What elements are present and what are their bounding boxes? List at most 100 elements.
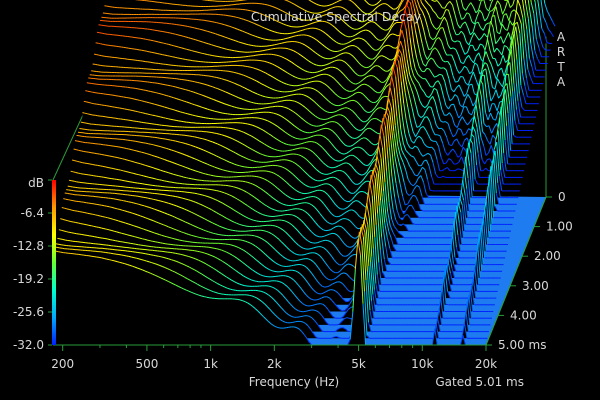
slice-segment	[221, 102, 225, 105]
slice-segment	[231, 81, 235, 84]
slice-segment	[483, 74, 488, 99]
slice-segment	[423, 110, 427, 117]
slice-segment	[398, 49, 403, 55]
slice-segment	[313, 134, 317, 137]
slice-segment	[416, 92, 421, 102]
slice-segment	[534, 50, 538, 59]
slice-segment	[379, 26, 383, 30]
slice-segment	[364, 150, 368, 154]
slice-segment	[320, 14, 324, 17]
slice-line	[543, 0, 556, 27]
slice-line	[460, 0, 548, 64]
slice-segment	[397, 10, 401, 14]
slice-segment	[162, 83, 166, 86]
slice-segment	[504, 139, 509, 165]
slice-segment	[512, 90, 516, 121]
slice-segment	[513, 83, 517, 110]
slice-segment	[401, 171, 405, 183]
slice-segment	[351, 137, 355, 139]
slice-segment	[460, 61, 464, 65]
slice-segment	[425, 152, 429, 156]
slice-segment	[269, 29, 273, 32]
slice-segment	[456, 138, 460, 145]
slice-segment	[402, 143, 407, 151]
slice-segment	[181, 47, 185, 50]
slice-segment	[261, 118, 265, 121]
slice-segment	[358, 20, 362, 23]
slice-segment	[262, 154, 266, 157]
slice-segment	[515, 26, 519, 46]
slice-segment	[278, 79, 282, 83]
slice-segment	[278, 139, 282, 143]
slice-segment	[503, 13, 507, 16]
slice-segment	[252, 10, 256, 13]
slice-segment	[339, 159, 343, 162]
slice-segment	[150, 39, 154, 42]
slice-segment	[122, 108, 125, 110]
slice-segment	[420, 2, 425, 7]
slice-segment	[407, 199, 411, 205]
slice-segment	[316, 20, 320, 23]
slice-segment	[329, 23, 333, 26]
slice-segment	[213, 45, 217, 47]
slice-segment	[546, 10, 551, 17]
slice-segment	[348, 163, 352, 167]
slice-segment	[235, 16, 239, 19]
slice-segment	[471, 32, 475, 39]
slice-segment	[418, 66, 423, 72]
slice-segment	[413, 43, 418, 58]
slice-segment	[499, 24, 503, 35]
slice-segment	[265, 155, 269, 157]
slice-segment	[312, 151, 316, 155]
slice-segment	[518, 15, 522, 25]
slice-segment	[392, 33, 396, 36]
slice-segment	[229, 80, 233, 83]
slice-segment	[417, 12, 422, 20]
slice-segment	[493, 123, 498, 128]
slice-segment	[215, 33, 218, 36]
slice-segment	[436, 0, 441, 5]
slice-segment	[390, 45, 394, 49]
slice-segment	[366, 167, 370, 173]
slice-segment	[265, 38, 269, 41]
slice-segment	[441, 41, 445, 50]
slice-segment	[420, 208, 424, 212]
slice-segment	[308, 161, 312, 165]
slice-segment	[415, 104, 419, 116]
slice-segment	[372, 8, 376, 12]
slice-segment	[403, 209, 407, 215]
slice-segment	[321, 108, 325, 111]
slice-segment	[447, 123, 452, 132]
slice-segment	[459, 104, 464, 108]
slice-segment	[420, 115, 424, 119]
slice-segment	[406, 17, 411, 38]
slice-segment	[159, 53, 163, 56]
slice-segment	[234, 106, 237, 109]
slice-segment	[464, 21, 469, 29]
slice-segment	[188, 37, 191, 39]
slice-segment	[359, 119, 364, 123]
slice-segment	[436, 26, 440, 30]
slice-segment	[353, 56, 357, 61]
slice-segment	[431, 0, 435, 2]
slice-segment	[248, 44, 252, 46]
slice-segment	[410, 86, 414, 95]
slice-segment	[406, 159, 411, 167]
slice-segment	[101, 55, 105, 57]
slice-segment	[163, 94, 167, 96]
slice-segment	[128, 97, 132, 99]
slice-segment	[408, 204, 412, 207]
slice-segment	[318, 171, 322, 174]
slice-segment	[465, 128, 470, 134]
slice-segment	[373, 58, 378, 63]
slice-segment	[203, 116, 206, 119]
slice-segment	[171, 44, 175, 47]
slice-segment	[304, 70, 308, 73]
slice-segment	[339, 108, 343, 111]
slice-segment	[342, 107, 345, 109]
slice-segment	[397, 170, 401, 184]
slice-segment	[548, 28, 552, 33]
slice-segment	[516, 59, 520, 94]
slice-segment	[278, 55, 282, 58]
slice-segment	[353, 99, 357, 102]
